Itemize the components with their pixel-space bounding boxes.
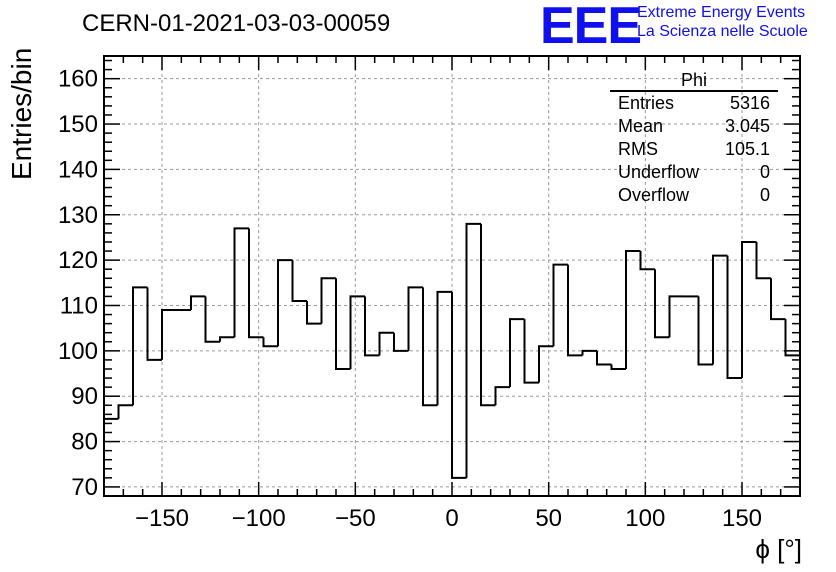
histogram-bin — [378, 331, 394, 356]
histogram-bin — [567, 264, 583, 357]
histogram-bin — [422, 287, 438, 407]
histogram-bin — [451, 291, 467, 479]
histogram-bin — [741, 240, 757, 379]
histogram-bin — [291, 260, 307, 302]
stats-row: Mean 3.045 — [610, 115, 778, 138]
stats-value: 105.1 — [724, 139, 770, 159]
logo-caption: Extreme Energy Events La Scienza nelle S… — [637, 3, 808, 41]
y-tick-label: 150 — [58, 111, 98, 138]
stats-label: Underflow — [618, 162, 700, 182]
histogram-bin — [262, 337, 278, 348]
logo-caption-line1: Extreme Energy Events — [637, 4, 806, 21]
stats-value: 0 — [759, 162, 770, 182]
histogram-bin — [204, 296, 220, 343]
stats-row: Overflow 0 — [610, 184, 778, 207]
stats-label: RMS — [618, 139, 658, 159]
histogram-bin — [277, 259, 293, 347]
tick-labels: −150 −100 −50 0 50 100 150 70 80 90 100 110 120 130 14… — [58, 66, 762, 532]
histogram-bin — [784, 319, 800, 357]
histogram-bin — [697, 296, 713, 366]
histogram-bin — [393, 332, 409, 352]
histogram-bin — [480, 223, 496, 407]
x-axis-label: ϕ [°] — [755, 534, 802, 564]
y-tick-label: 100 — [58, 338, 98, 365]
histogram-bin — [538, 345, 554, 383]
histogram-bin — [581, 349, 597, 356]
histogram-bin — [364, 296, 380, 357]
y-tick-label: 120 — [58, 247, 98, 274]
eee-logo: EEE — [540, 0, 642, 55]
histogram-bin — [596, 350, 612, 366]
histogram-bin — [654, 269, 670, 339]
y-tick-label: 160 — [58, 66, 98, 93]
page-title: CERN-01-2021-03-03-00059 — [82, 10, 391, 37]
stats-value: 5316 — [729, 93, 770, 113]
histogram-bin — [190, 295, 206, 311]
stats-label: Overflow — [618, 185, 690, 205]
y-tick-label: 80 — [71, 429, 98, 456]
x-tick-label: −150 — [135, 505, 189, 532]
histogram-bin — [465, 222, 481, 478]
y-tick-label: 90 — [71, 383, 98, 410]
stats-value: 0 — [759, 185, 770, 205]
x-tick-label: 100 — [625, 505, 665, 532]
x-tick-label: 0 — [445, 505, 458, 532]
y-tick-label: 70 — [71, 474, 98, 501]
histogram-bin — [219, 336, 235, 342]
x-tick-label: 50 — [535, 505, 562, 532]
stats-row: RMS 105.1 — [610, 138, 778, 161]
histogram-bin — [146, 287, 162, 361]
histogram-bin — [407, 286, 423, 351]
y-tick-label: 130 — [58, 202, 98, 229]
stats-value: 3.045 — [724, 116, 770, 136]
histogram-bin — [306, 300, 322, 325]
x-tick-label: −100 — [232, 505, 286, 532]
histogram-bin — [625, 250, 641, 369]
stats-box: Phi Entries 5316 Mean 3.045 RMS 105.1 Un… — [610, 70, 778, 207]
histogram-bin — [726, 255, 742, 380]
histogram-bin — [610, 364, 626, 370]
histogram-bin — [349, 295, 365, 369]
axis-ticks — [103, 56, 801, 497]
histogram-bin — [552, 263, 568, 347]
x-tick-label: −50 — [335, 505, 376, 532]
histogram-bin — [639, 251, 655, 271]
histogram-bin — [436, 290, 452, 406]
histogram-bin — [509, 318, 525, 388]
stats-row: Entries 5316 — [610, 92, 778, 115]
histogram-bin — [248, 228, 264, 339]
x-tick-label: 150 — [722, 505, 762, 532]
histogram-bin — [233, 227, 249, 338]
histogram-bin — [770, 278, 786, 321]
histogram-bin — [117, 404, 133, 419]
y-axis-label: Entries/bin — [6, 47, 37, 180]
histogram-bin — [335, 278, 351, 370]
histogram-bin — [320, 277, 336, 324]
stats-label: Entries — [618, 93, 675, 113]
histogram-bin — [755, 241, 771, 280]
histogram-bin — [494, 386, 510, 406]
stats-label: Mean — [618, 116, 664, 136]
logo-caption-line2: La Scienza nelle Scuole — [637, 23, 808, 40]
y-tick-label: 110 — [60, 292, 98, 319]
stats-title: Phi — [610, 70, 778, 92]
histogram-bin — [523, 319, 539, 384]
histogram-bin — [132, 286, 148, 406]
y-tick-label: 140 — [58, 156, 98, 183]
stats-row: Underflow 0 — [610, 161, 778, 184]
histogram-bin — [712, 254, 728, 365]
histogram-bin — [668, 295, 684, 338]
histogram-bin — [161, 309, 177, 360]
